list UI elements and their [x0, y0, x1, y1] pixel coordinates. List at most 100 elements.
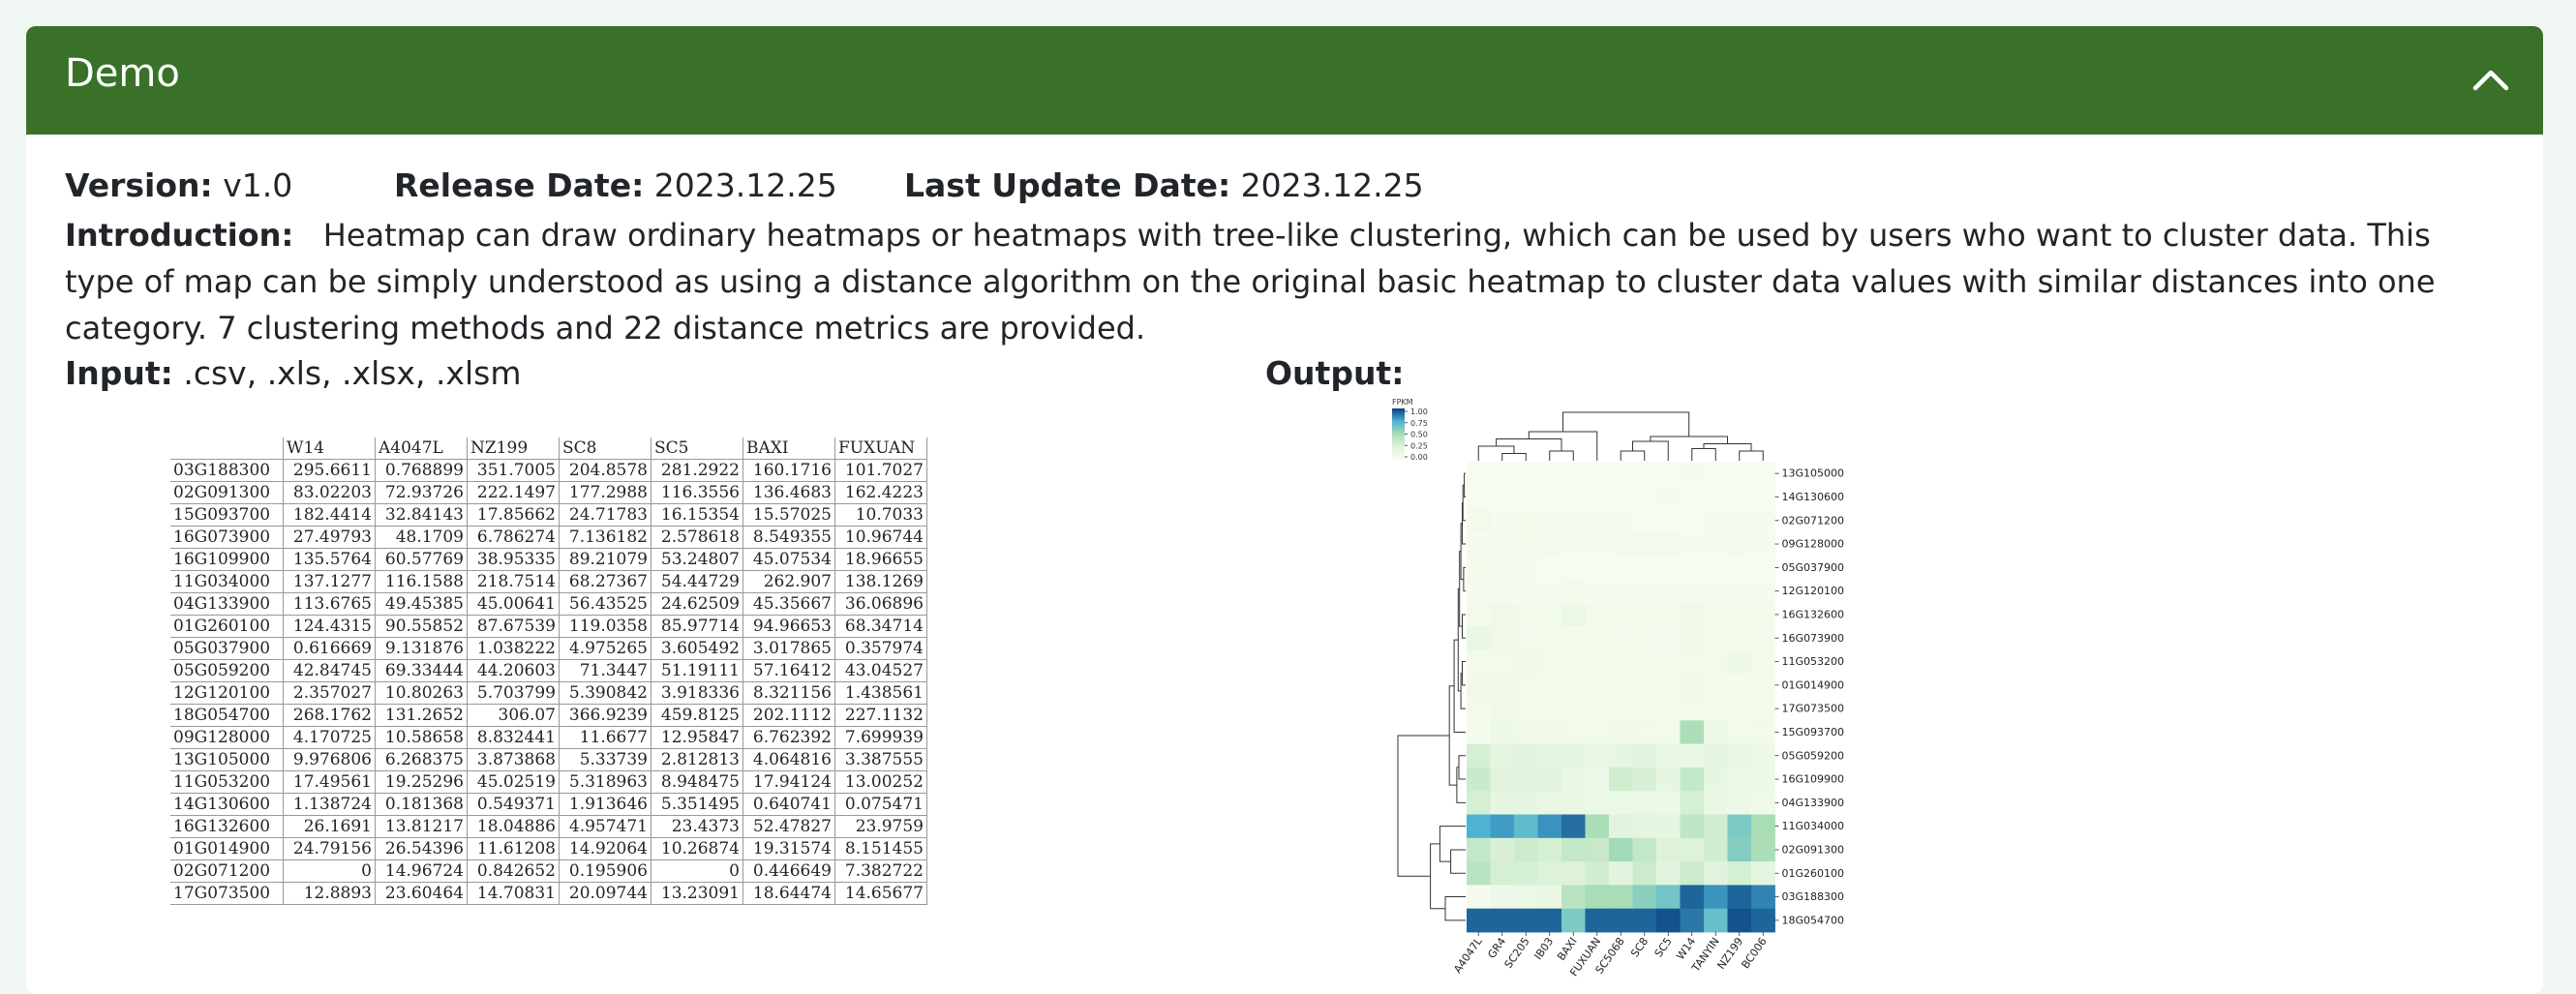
table-row-id: 16G132600 [170, 815, 284, 838]
table-row-id: 04G133900 [170, 592, 284, 616]
table-cell: 17.94124 [742, 770, 835, 794]
heatmap-cell [1751, 649, 1775, 675]
heatmap-cell [1609, 720, 1633, 744]
table-cell: 13.00252 [834, 770, 927, 794]
heatmap-cell [1561, 908, 1586, 933]
table-cell: 24.62509 [651, 592, 743, 616]
heatmap-cell [1751, 485, 1775, 509]
heatmap-cell [1609, 673, 1633, 698]
legend-tick-label: 0.25 [1410, 441, 1428, 450]
heatmap-cell [1656, 649, 1681, 675]
row-label: 01G014900 [1782, 678, 1845, 691]
heatmap-cell [1704, 720, 1728, 744]
table-row: 18G054700 268.1762 131.2652 306.07 366.9239 4… [170, 704, 927, 727]
table-row: 16G109900 135.5764 60.57769 38.95335 89.2107… [170, 548, 927, 571]
heatmap-cell [1727, 697, 1752, 721]
heatmap-cell [1537, 885, 1562, 910]
table-column-header: W14 [283, 437, 376, 460]
heatmap-cell [1680, 579, 1705, 604]
heatmap-cell [1680, 814, 1705, 839]
legend-title: FPKM [1392, 398, 1413, 407]
table-cell: 23.60464 [375, 882, 468, 905]
heatmap-cell [1490, 626, 1515, 650]
heatmap-cell [1704, 485, 1728, 509]
table-cell: 3.387555 [834, 748, 927, 771]
heatmap-cell [1704, 908, 1728, 933]
table-cell: 45.02519 [467, 770, 560, 794]
chevron-up-icon[interactable] [2466, 55, 2516, 105]
card-header[interactable]: Demo [26, 26, 2543, 135]
heatmap-cell [1632, 579, 1657, 604]
heatmap-cell [1704, 743, 1728, 768]
heatmap-cell [1467, 767, 1491, 792]
heatmap-cell [1467, 602, 1491, 627]
table-cell: 14.65677 [834, 882, 927, 905]
heatmap-cell [1751, 861, 1775, 886]
release-date-info: Release Date: 2023.12.25 [394, 166, 837, 204]
table-cell: 0.075471 [834, 793, 927, 816]
heatmap-cell [1467, 697, 1491, 721]
table-row: 01G014900 24.79156 26.54396 11.61208 14.9206… [170, 837, 927, 860]
table-cell: 116.1588 [375, 570, 468, 593]
heatmap-cell [1490, 767, 1515, 792]
input-label: Input: [65, 354, 173, 392]
heatmap-cell [1561, 697, 1586, 721]
table-cell: 17.49561 [283, 770, 376, 794]
table-cell: 17.85662 [467, 503, 560, 527]
table-cell: 0.195906 [559, 859, 652, 883]
heatmap-cell [1751, 791, 1775, 815]
heatmap-cell [1656, 673, 1681, 698]
heatmap-cell [1585, 508, 1610, 533]
row-dendrogram-link [1462, 661, 1466, 686]
heatmap-cell [1585, 720, 1610, 744]
table-cell: 27.49793 [283, 526, 376, 549]
table-row: 02G071200 0 14.96724 0.842652 0.195906 0 0.446… [170, 859, 927, 883]
heatmap-cell [1727, 814, 1752, 839]
table-cell: 2.357027 [283, 681, 376, 705]
table-cell: 136.4683 [742, 481, 835, 504]
heatmap-cell [1561, 791, 1586, 815]
table-cell: 18.96655 [834, 548, 927, 571]
heatmap-cell [1585, 602, 1610, 627]
heatmap-cell [1585, 485, 1610, 509]
heatmap-cell [1609, 649, 1633, 675]
table-cell: 162.4223 [834, 481, 927, 504]
heatmap-cell [1751, 579, 1775, 604]
table-cell: 119.0358 [559, 615, 652, 638]
heatmap-cell [1467, 649, 1491, 675]
heatmap-cell [1704, 531, 1728, 557]
heatmap-cell [1632, 531, 1657, 557]
heatmap-cell [1727, 531, 1752, 557]
table-cell: 69.33444 [375, 659, 468, 682]
heatmap-cell [1727, 861, 1752, 886]
table-cell: 26.54396 [375, 837, 468, 860]
table-row: 11G053200 17.49561 19.25296 45.02519 5.31896… [170, 770, 927, 794]
heatmap-cell [1656, 579, 1681, 604]
heatmap-cell [1537, 462, 1562, 486]
table-cell: 6.268375 [375, 748, 468, 771]
table-cell: 4.975265 [559, 637, 652, 660]
heatmap-cell [1751, 462, 1775, 486]
table-cell: 218.7514 [467, 570, 560, 593]
table-cell: 18.64474 [742, 882, 835, 905]
row-label: 16G109900 [1782, 773, 1845, 786]
heatmap-cell [1490, 556, 1515, 580]
heatmap-cell [1609, 767, 1633, 792]
table-cell: 137.1277 [283, 570, 376, 593]
heatmap-cell [1467, 720, 1491, 744]
table-cell: 131.2652 [375, 704, 468, 727]
table-cell: 3.918336 [651, 681, 743, 705]
table-row: 05G059200 42.84745 69.33444 44.20603 71.3447… [170, 659, 927, 682]
table-header-row: W14 A4047L NZ199 SC8 SC5 BAXI FUXUAN [170, 437, 927, 460]
table-cell: 0.357974 [834, 637, 927, 660]
table-cell: 1.438561 [834, 681, 927, 705]
heatmap-cell [1751, 602, 1775, 627]
table-cell: 94.96653 [742, 615, 835, 638]
row-label: 16G132600 [1782, 608, 1845, 620]
heatmap-cell [1561, 556, 1586, 580]
table-row: 09G128000 4.170725 10.58658 8.832441 11.6677… [170, 726, 927, 749]
table-cell: 306.07 [467, 704, 560, 727]
heatmap-cell [1490, 508, 1515, 533]
table-row-id: 02G071200 [170, 859, 284, 883]
update-date-label: Last Update Date: [904, 166, 1231, 204]
